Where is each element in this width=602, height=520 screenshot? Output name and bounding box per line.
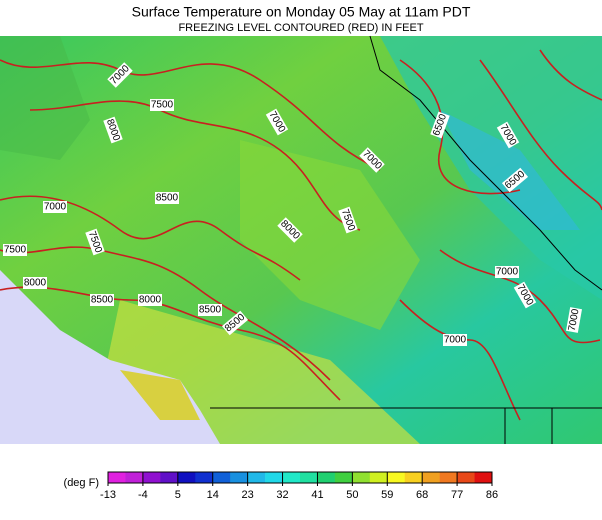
label-box: [150, 99, 174, 111]
colorbar-tick-label: 68: [416, 489, 428, 501]
colorbar-segment: [160, 472, 179, 483]
contour-label: 8500: [155, 192, 179, 204]
contour-label-text: 7500: [151, 100, 174, 111]
colorbar-segment: [300, 472, 318, 483]
label-box: [221, 310, 249, 336]
label-box: [43, 201, 67, 213]
colorbar-segment: [195, 472, 214, 483]
contour-label: 7000: [566, 307, 582, 333]
label-box: [265, 108, 289, 136]
colorbar-segment: [352, 472, 371, 483]
label-box: [566, 307, 582, 333]
contour-label: 7000: [43, 201, 67, 213]
colorbar-tick-label: 41: [311, 489, 323, 501]
colorbar-segment: [334, 472, 353, 483]
contour-label-text: 8500: [91, 295, 114, 306]
contour-label-text: 7000: [44, 202, 67, 213]
colorbar-segment: [474, 472, 493, 483]
colorbar-tick-label: 86: [486, 489, 498, 501]
colorbar-tick-label: 32: [276, 489, 288, 501]
contour-label-text: 8000: [24, 278, 47, 289]
cold-area: [440, 110, 580, 230]
contour-label: 8500: [90, 294, 114, 306]
contour-label-text: 8500: [156, 193, 179, 204]
legend-unit: (deg F): [64, 477, 99, 489]
colorbar-tick-label: 59: [381, 489, 393, 501]
contour-label: 8000: [23, 277, 47, 289]
label-box: [501, 167, 529, 193]
label-box: [90, 294, 114, 306]
label-box: [495, 266, 519, 278]
label-box: [155, 192, 179, 204]
colorbar-tick-label: 14: [207, 489, 219, 501]
contour-label: 7500: [3, 244, 27, 256]
colorbar-segment: [247, 472, 266, 483]
label-box: [85, 228, 105, 256]
warm-area: [240, 140, 420, 330]
contour-label-text: 7000: [567, 308, 582, 332]
colorbar-segment: [317, 472, 336, 483]
colorbar-segment: [422, 472, 440, 483]
label-box: [138, 294, 162, 306]
colorbar-tick-label: 50: [346, 489, 358, 501]
contour-label: 7000: [495, 266, 519, 278]
contour-label: 8000: [138, 294, 162, 306]
colorbar-tick-label: 5: [175, 489, 181, 501]
label-box: [359, 147, 385, 173]
colorbar-segment: [404, 472, 423, 483]
colorbar-segment: [142, 472, 161, 483]
contour-label-text: 7000: [496, 267, 519, 278]
freezing-contours: [0, 49, 602, 421]
colorbar-tick-label: -4: [138, 489, 148, 501]
contour-label-text: 8500: [199, 305, 222, 316]
colorbar-segment: [212, 472, 231, 483]
colorbar-segment: [282, 472, 301, 483]
colorbar-segment: [369, 472, 388, 483]
label-box: [443, 334, 467, 346]
label-box: [338, 206, 358, 234]
colorbar-segment: [108, 472, 126, 483]
island: [120, 370, 200, 420]
label-box: [23, 277, 47, 289]
colorbar-segment: [230, 472, 248, 483]
label-box: [198, 304, 222, 316]
title: Surface Temperature on Monday 05 May at …: [132, 4, 471, 20]
colorbar-tick-label: 23: [242, 489, 254, 501]
colorbar-segment: [177, 472, 196, 483]
label-box: [513, 281, 537, 309]
contour-label-text: 7500: [4, 245, 27, 256]
contour-label: 7000: [443, 334, 467, 346]
borders: [210, 35, 602, 444]
label-box: [103, 116, 123, 144]
label-box: [430, 111, 450, 139]
colorbar-segment: [125, 472, 144, 483]
contour-label-text: 7000: [444, 335, 467, 346]
contour-label: 8500: [198, 304, 222, 316]
colorbar-segment: [387, 472, 406, 483]
contour-label: 7500: [150, 99, 174, 111]
colorbar-tick-label: 77: [451, 489, 463, 501]
label-box: [277, 217, 303, 243]
label-box: [496, 121, 520, 149]
colorbar-tick-label: -13: [100, 489, 116, 501]
colorbar-segment: [439, 472, 458, 483]
colorbar-segment: [265, 472, 283, 483]
label-box: [107, 62, 133, 88]
subtitle: FREEZING LEVEL CONTOURED (RED) IN FEET: [178, 22, 423, 34]
colorbar: -13 -4 5 14 23 32 41 50 59 68 77 86: [100, 471, 498, 501]
label-box: [3, 244, 27, 256]
contour-label-text: 8000: [139, 295, 162, 306]
colorbar-segment: [457, 472, 475, 483]
